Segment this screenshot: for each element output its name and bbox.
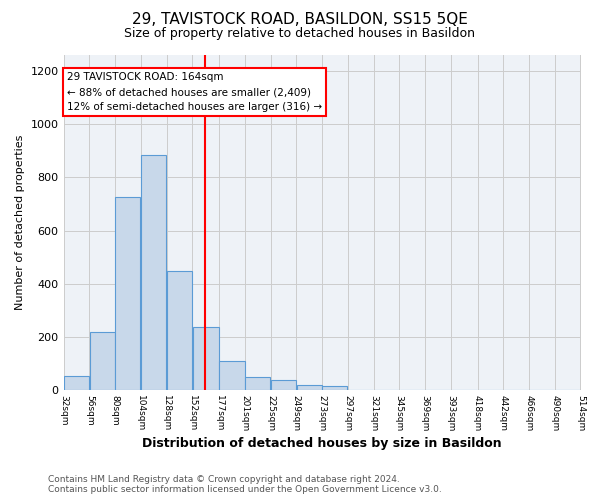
Text: Contains public sector information licensed under the Open Government Licence v3: Contains public sector information licen… [48,485,442,494]
Text: Size of property relative to detached houses in Basildon: Size of property relative to detached ho… [125,28,476,40]
Y-axis label: Number of detached properties: Number of detached properties [15,135,25,310]
Text: 29 TAVISTOCK ROAD: 164sqm
← 88% of detached houses are smaller (2,409)
12% of se: 29 TAVISTOCK ROAD: 164sqm ← 88% of detac… [67,72,322,112]
Bar [89,332,115,390]
Bar [296,385,322,390]
Bar [322,386,347,390]
Bar [245,377,270,390]
Bar [141,155,166,390]
Bar [167,272,192,390]
Text: 29, TAVISTOCK ROAD, BASILDON, SS15 5QE: 29, TAVISTOCK ROAD, BASILDON, SS15 5QE [132,12,468,28]
Text: Contains HM Land Registry data © Crown copyright and database right 2024.: Contains HM Land Registry data © Crown c… [48,475,400,484]
Bar [115,196,140,390]
X-axis label: Distribution of detached houses by size in Basildon: Distribution of detached houses by size … [142,437,502,450]
Bar [193,327,219,390]
Bar [220,362,245,390]
Bar [64,376,89,390]
Bar [271,380,296,390]
